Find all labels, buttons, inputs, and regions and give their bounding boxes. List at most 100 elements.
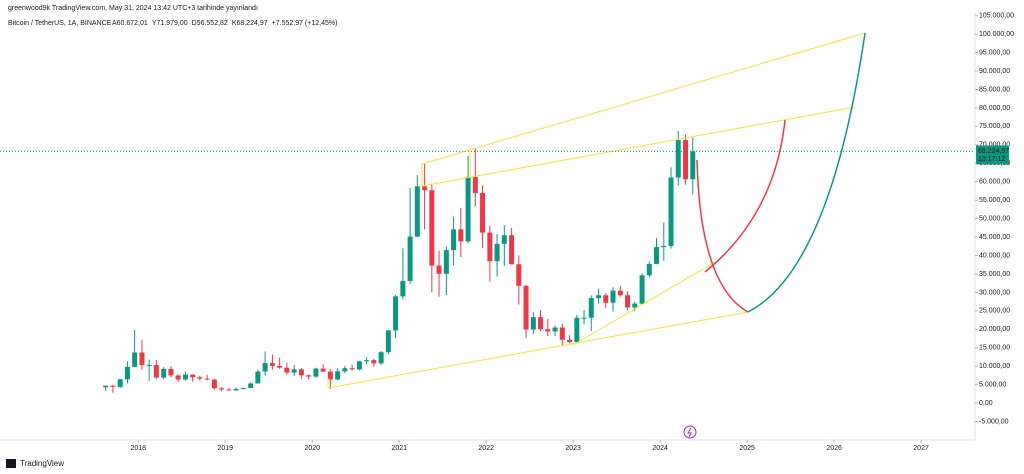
y-tick-label: 10.000,00 [979,363,1010,370]
candle-body [342,368,348,372]
candle-body [675,140,681,178]
y-tick-label: 45.000,00 [979,234,1010,241]
y-tick-label: 40.000,00 [979,252,1010,259]
brand-logo [6,459,16,468]
ohlc-value: A60.672,01 [112,20,148,27]
candle-body [451,229,457,251]
ohlc-legend: A60.672,01 Y71.979,00 D56.552,82 K68.224,97… [112,20,337,27]
candle-body [153,365,159,378]
candle-body [588,298,594,318]
candle-body [117,379,123,387]
candle-body [233,389,239,391]
candle-body [516,264,522,286]
candle-body [204,378,210,380]
candle-body [581,317,587,319]
candle-body [603,295,609,303]
candle-body [132,352,138,367]
candle-body [494,243,500,262]
ohlc-value: K68.224,97 [232,20,268,27]
candle-body [480,192,486,233]
candle-body [385,330,391,353]
ohlc-value: D56.552,82 [192,20,228,27]
candle-body [552,327,558,332]
published-note: greenwood9k TradingView.com, May 31, 202… [8,5,258,12]
candle-body [668,177,674,246]
candle-body [632,303,638,308]
candle-body [414,186,420,237]
candle-body [683,140,689,180]
y-tick-label: 95.000,00 [979,49,1010,56]
x-tick-label: 2023 [565,445,581,452]
countdown-label: 13:17:12 [978,156,1005,163]
candle-body [465,176,471,242]
candle-body [364,360,370,362]
candle-body [653,247,659,264]
candle-body [407,236,413,282]
candle-body [320,368,326,372]
candle-body [458,229,464,242]
y-tick-label: 15.000,00 [979,345,1010,352]
y-tick-label: 30.000,00 [979,289,1010,296]
candle-body [269,363,275,366]
candle-body [567,339,573,343]
x-tick-label: 2025 [739,445,755,452]
candle-body [190,374,196,378]
candle-body [197,377,203,379]
candle-body [175,375,181,380]
candle-body [146,365,152,367]
candle-body [255,371,261,384]
candle-body [610,290,616,303]
projection-curve [704,119,786,273]
candle-body [219,388,225,390]
ohlc-value: Y71.979,00 [152,20,188,27]
candle-body [248,383,254,388]
candle-body [110,385,116,387]
event-icon[interactable] [683,425,697,439]
candle-body [443,250,449,274]
y-tick-label: 0,00 [979,400,993,407]
y-tick-label: 70.000,00 [979,142,1010,149]
y-tick-label: 85.000,00 [979,86,1010,93]
candle-body [378,352,384,364]
candle-body [400,281,406,297]
brand-name: TradingView [20,459,64,468]
candle-body [509,235,515,265]
candle-body [429,190,435,266]
trend-line [327,311,749,389]
candle-body [625,295,631,308]
y-tick-label: 50.000,00 [979,215,1010,222]
candle-body [646,263,652,276]
candle-body [487,232,493,262]
candle-body [393,296,399,331]
x-tick-label: 2019 [217,445,233,452]
trend-line [421,32,866,165]
y-tick-label: 60.000,00 [979,179,1010,186]
projection-curve [696,159,749,313]
candle-body [545,329,551,332]
x-tick-label: 2022 [478,445,494,452]
x-tick-label: 2018 [131,445,147,452]
candle-body [240,387,246,390]
candle-body [422,186,428,191]
candle-body [262,363,268,372]
y-tick-label: 105.000,00 [979,13,1014,20]
candle-body [574,317,580,343]
candle-body [211,379,217,389]
event-icon-bolt [687,427,692,438]
candle-body [356,361,362,370]
candle-body [277,365,283,368]
candle-body [327,371,333,380]
y-tick-label: 5.000,00 [979,381,1006,388]
y-tick-label: 35.000,00 [979,271,1010,278]
candle-body [690,151,696,180]
candle-body [139,352,145,366]
candle-body [313,368,319,377]
candle-body [661,245,667,248]
x-tick-label: 2026 [826,445,842,452]
projection-curve [747,32,866,313]
y-tick-label: 25.000,00 [979,308,1010,315]
y-tick-label: 100.000,00 [979,31,1014,38]
candle-body [124,366,130,380]
candle-body [530,317,536,330]
